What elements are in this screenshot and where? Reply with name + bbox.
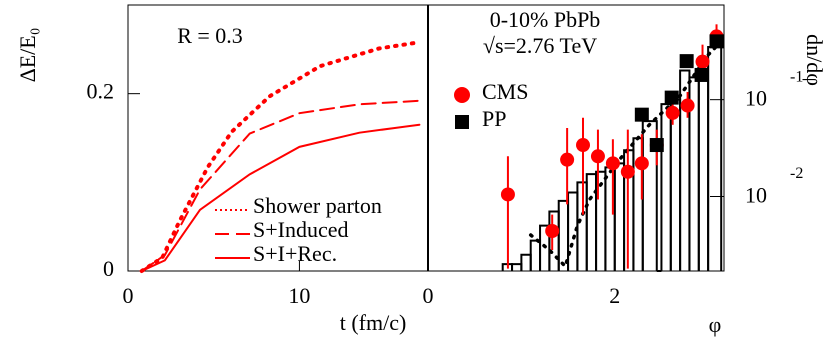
y-tick-label: 0.2 [87, 79, 115, 104]
point [680, 98, 695, 113]
point [605, 156, 620, 171]
point [500, 187, 515, 202]
y-tick-exponent: -2 [790, 165, 803, 182]
x-axis-label: t (fm/c) [340, 310, 407, 335]
point [679, 54, 694, 69]
legend-label: PP [482, 106, 506, 131]
histogram-step [697, 60, 710, 271]
histogram-step [613, 162, 626, 271]
point [649, 138, 664, 153]
chart-subtitle: √s=2.76 TeV [483, 33, 597, 58]
line [140, 99, 421, 272]
x-tick-label: 2 [609, 283, 620, 308]
x-tick-label: 10 [288, 283, 310, 308]
point [695, 54, 710, 69]
y-tick-label: 0 [103, 256, 114, 281]
x-tick-label: 0 [423, 283, 434, 308]
point [576, 138, 591, 153]
y-tick-exponent: -1 [790, 68, 803, 85]
point [634, 156, 649, 171]
histogram-step [520, 253, 532, 271]
histogram-step [567, 191, 579, 271]
legend-label: S+I+Rec. [253, 241, 337, 266]
legend-swatch [455, 115, 469, 129]
histogram-step [669, 98, 682, 271]
x-axis-label: φ [709, 312, 722, 337]
histogram-step [585, 173, 598, 271]
x-tick-label: 0 [123, 283, 134, 308]
point [590, 149, 605, 164]
point [694, 67, 709, 82]
chart-title: 0-10% PbPb [490, 7, 601, 32]
histogram-step [511, 263, 523, 271]
y-axis-label: ΔE/E₀ [15, 28, 40, 83]
histogram-step [707, 45, 723, 271]
y-axis-label: dn/dφ [802, 34, 827, 86]
y-tick-label: 10 [745, 86, 767, 111]
histogram-step [548, 210, 560, 271]
legend-swatch [454, 87, 470, 103]
point [665, 105, 680, 120]
point [560, 152, 575, 167]
point [634, 107, 649, 122]
legend-label: CMS [482, 79, 528, 104]
histogram-step [529, 239, 542, 271]
point [620, 164, 635, 179]
frame [127, 4, 725, 272]
line [139, 40, 422, 273]
line [140, 123, 421, 272]
curve [528, 39, 723, 270]
point [664, 90, 679, 105]
y-tick-label: 10 [745, 183, 767, 208]
histogram-step [660, 103, 672, 271]
legend-label: Shower parton [253, 193, 382, 218]
point [545, 224, 560, 239]
legend-label: S+Induced [253, 217, 349, 242]
annotation: R = 0.3 [177, 23, 243, 48]
point [709, 34, 724, 49]
